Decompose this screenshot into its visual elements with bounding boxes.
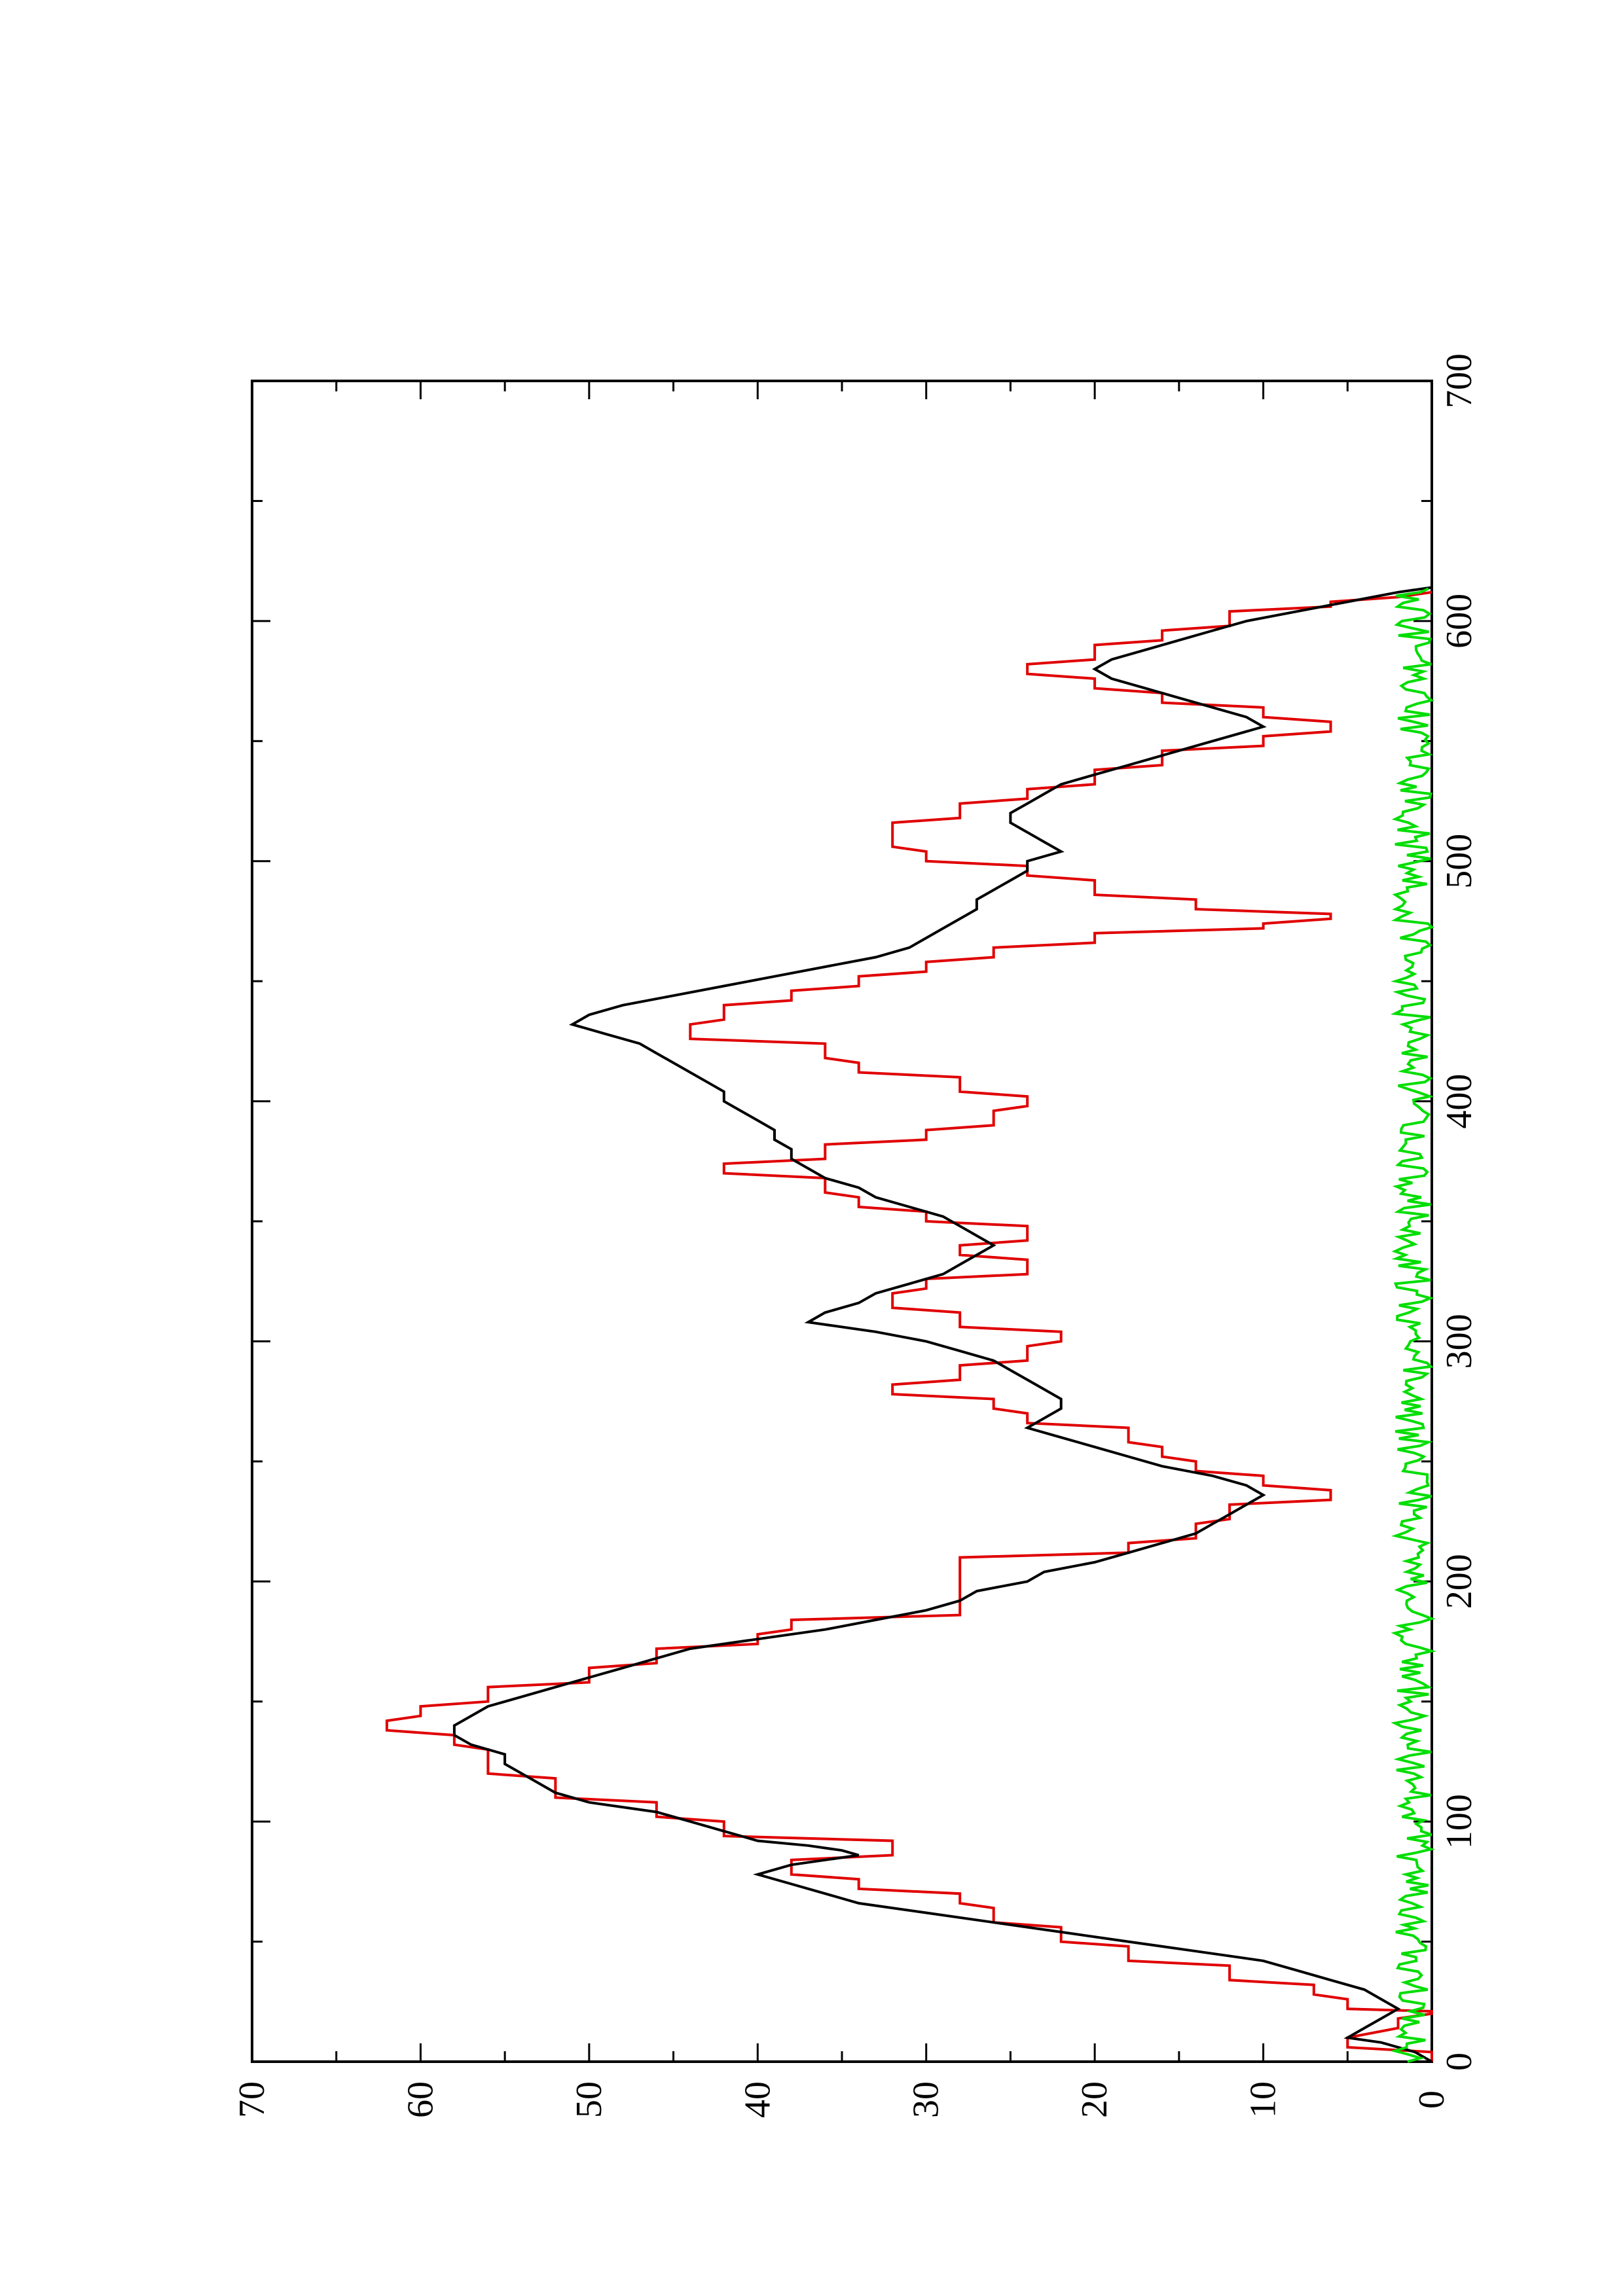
x-tick-label: 300 xyxy=(1439,1314,1480,1369)
x-tick-label: 0 xyxy=(1439,2053,1480,2071)
y-tick-label: 0 xyxy=(1412,2090,1452,2109)
series-green-line xyxy=(1390,587,1437,2063)
x-tick-label: 200 xyxy=(1439,1554,1480,1609)
y-tick-label: 40 xyxy=(737,2081,778,2118)
y-tick-label: 60 xyxy=(400,2081,441,2118)
x-tick-label: 500 xyxy=(1439,834,1480,889)
y-tick-label: 30 xyxy=(906,2081,947,2118)
x-tick-label: 700 xyxy=(1439,353,1480,408)
series-red-line xyxy=(385,590,1433,2062)
y-tick-label: 20 xyxy=(1074,2081,1115,2118)
plot-frame xyxy=(251,380,1433,2063)
x-tick-label: 600 xyxy=(1439,594,1480,649)
y-tick-label: 10 xyxy=(1243,2081,1284,2118)
series-black-line xyxy=(452,586,1432,2063)
plot-area: 0 100 200 300 400 500 600 700 0 10 20 30 40 50 60 70 xyxy=(232,353,1480,2118)
y-tick-label: 70 xyxy=(232,2081,272,2118)
x-tick-label: 400 xyxy=(1439,1074,1480,1129)
x-tick-label: 100 xyxy=(1439,1794,1480,1849)
y-tick-label: 50 xyxy=(569,2081,610,2118)
